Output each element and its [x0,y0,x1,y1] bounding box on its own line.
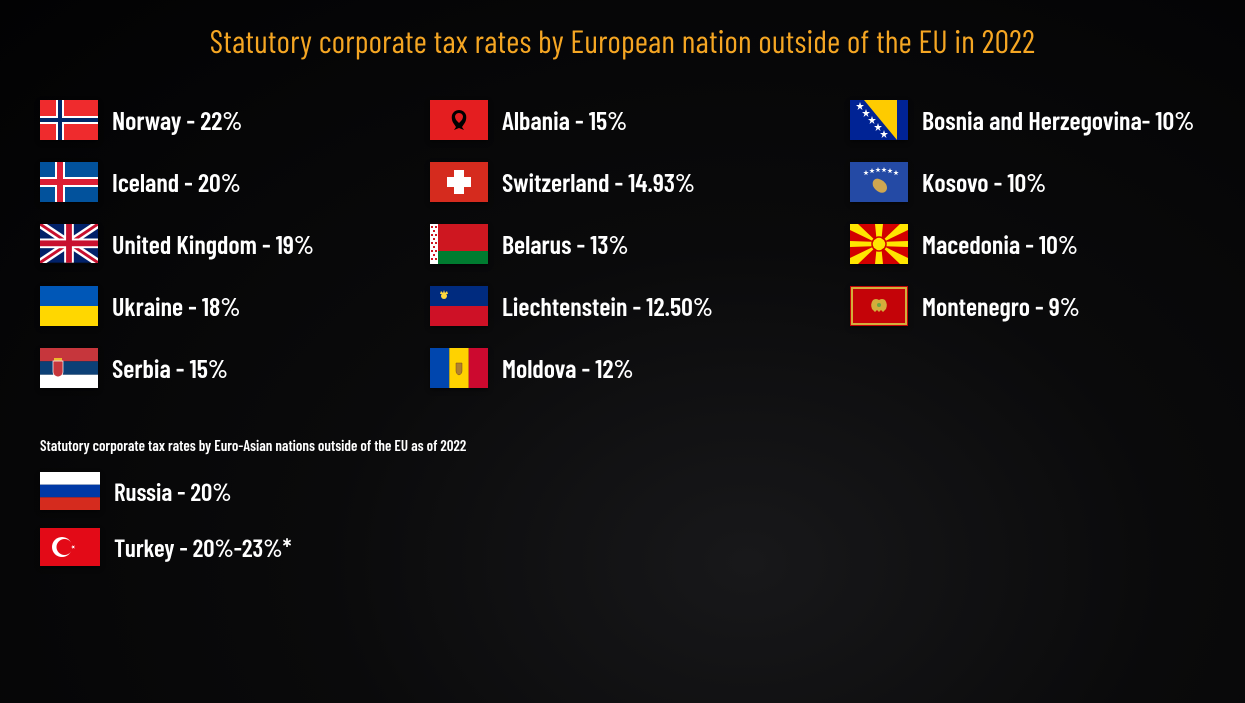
country-row-iceland: Iceland - 20% [40,162,390,202]
country-label: Kosovo - 10% [922,167,1046,198]
country-label: Albania - 15% [502,105,627,136]
country-row-kosovo: Kosovo - 10% [850,162,1205,202]
moldova-flag-icon [430,348,488,388]
country-label: Montenegro - 9% [922,291,1080,322]
switzerland-flag-icon [430,162,488,202]
column-1: Norway - 22% Iceland - 20% United Kingdom … [40,100,390,388]
euroasian-list: Russia - 20% Turkey - 20%-23%* [0,472,1245,566]
albania-flag-icon [430,100,488,140]
belarus-flag-icon [430,224,488,264]
country-row-moldova: Moldova - 12% [430,348,810,388]
country-row-liechtenstein: Liechtenstein - 12.50% [430,286,810,326]
euroasian-subtitle: Statutory corporate tax rates by Euro-As… [40,436,1245,454]
column-3: Bosnia and Herzegovina- 10% Kosovo - 10% M… [850,100,1205,388]
country-label: Norway - 22% [112,105,242,136]
turkey-flag-icon [40,528,100,566]
country-row-bosnia: Bosnia and Herzegovina- 10% [850,100,1205,140]
page-title: Statutory corporate tax rates by Europea… [0,22,1245,60]
montenegro-flag-icon [850,286,908,326]
column-2: Albania - 15% Switzerland - 14.93% Belarus… [430,100,810,388]
country-label: Macedonia - 10% [922,229,1078,260]
country-label: Switzerland - 14.93% [502,167,695,198]
country-label: Moldova - 12% [502,353,634,384]
country-row-norway: Norway - 22% [40,100,390,140]
uk-flag-icon [40,224,98,264]
countries-grid: Norway - 22% Iceland - 20% United Kingdom … [0,60,1245,388]
country-row-switzerland: Switzerland - 14.93% [430,162,810,202]
ukraine-flag-icon [40,286,98,326]
country-label: United Kingdom - 19% [112,229,314,260]
iceland-flag-icon [40,162,98,202]
country-row-russia: Russia - 20% [40,472,1245,510]
country-row-montenegro: Montenegro - 9% [850,286,1205,326]
country-row-macedonia: Macedonia - 10% [850,224,1205,264]
country-label: Bosnia and Herzegovina- 10% [922,105,1194,136]
country-row-belarus: Belarus - 13% [430,224,810,264]
country-label: Iceland - 20% [112,167,241,198]
country-label: Ukraine - 18% [112,291,240,322]
serbia-flag-icon [40,348,98,388]
kosovo-flag-icon [850,162,908,202]
liechtenstein-flag-icon [430,286,488,326]
country-row-albania: Albania - 15% [430,100,810,140]
russia-flag-icon [40,472,100,510]
country-row-uk: United Kingdom - 19% [40,224,390,264]
country-row-serbia: Serbia - 15% [40,348,390,388]
country-label: Turkey - 20%-23%* [114,532,292,562]
country-label: Liechtenstein - 12.50% [502,291,713,322]
country-label: Russia - 20% [114,476,232,506]
bosnia-flag-icon [850,100,908,140]
macedonia-flag-icon [850,224,908,264]
country-row-turkey: Turkey - 20%-23%* [40,528,1245,566]
country-label: Serbia - 15% [112,353,228,384]
country-label: Belarus - 13% [502,229,629,260]
norway-flag-icon [40,100,98,140]
country-row-ukraine: Ukraine - 18% [40,286,390,326]
